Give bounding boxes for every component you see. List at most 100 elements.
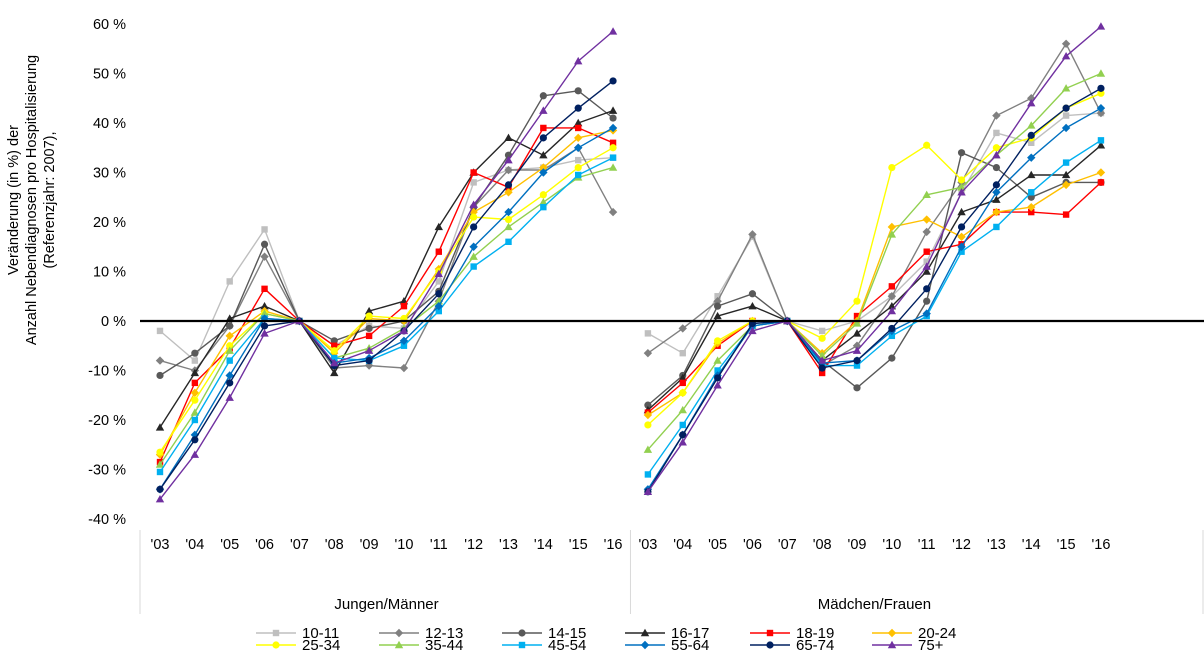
data-point (1096, 22, 1106, 30)
data-point (574, 163, 582, 172)
data-point (1027, 121, 1036, 129)
series-line (159, 147, 614, 372)
data-point (678, 438, 687, 446)
data-point (608, 123, 618, 133)
data-point (435, 290, 443, 298)
data-point (225, 371, 234, 380)
data-point (888, 332, 896, 340)
series-line (647, 107, 1102, 490)
data-point (643, 487, 653, 495)
data-point (852, 319, 862, 327)
data-point (1061, 170, 1071, 179)
data-point (817, 356, 827, 364)
data-point (434, 222, 443, 231)
data-point (469, 242, 478, 251)
data-point (679, 421, 686, 429)
legend-label: 65-74 (796, 637, 834, 652)
data-point (713, 311, 722, 320)
data-point (155, 423, 165, 431)
data-point (504, 155, 513, 164)
series-20-24 (155, 126, 1106, 459)
data-point (679, 349, 686, 357)
data-point (1097, 84, 1105, 92)
series-line (647, 151, 1101, 406)
data-point (957, 223, 966, 231)
data-point (1061, 123, 1071, 133)
x-tick-label: '05 (220, 537, 239, 553)
series-line (647, 25, 1102, 493)
series-line (647, 112, 1102, 354)
data-point (714, 374, 722, 382)
x-tick-label: '06 (255, 537, 274, 553)
data-point (818, 334, 826, 342)
data-point (1062, 211, 1070, 218)
legend: 10-11 12-13 14-15 16-17 18-19 20-24 25-34 35-44… (256, 625, 956, 652)
x-tick-label: '09 (360, 537, 379, 553)
data-point (644, 330, 652, 337)
y-axis-label-line-2: Anzahl Nebendiagnosen pro Hospitalisieru… (24, 55, 40, 345)
data-point (643, 348, 653, 358)
data-point (608, 27, 618, 35)
data-point (330, 368, 339, 377)
data-point (155, 356, 165, 365)
data-point (1097, 179, 1105, 186)
data-point (1096, 103, 1106, 113)
data-point (679, 389, 687, 397)
legend-item-10-11: 10-11 (256, 625, 339, 642)
series-line (647, 87, 1102, 493)
data-point (887, 628, 897, 638)
x-tick-label: '10 (394, 537, 413, 553)
data-point (679, 431, 687, 439)
x-tick-label: '03 (151, 537, 170, 553)
y-tick-label: 60 % (93, 17, 126, 33)
data-point (226, 379, 234, 387)
x-tick-label: '08 (813, 537, 832, 553)
series-line (159, 80, 614, 490)
data-point (155, 495, 165, 503)
data-point (957, 232, 966, 242)
data-point (435, 278, 442, 285)
data-point (887, 230, 897, 238)
x-tick-label: '05 (708, 537, 727, 553)
data-point (155, 460, 165, 468)
data-point (922, 227, 931, 237)
series-35-44 (155, 69, 1106, 468)
data-point (887, 640, 897, 649)
data-point (818, 327, 826, 335)
data-point (190, 368, 200, 377)
data-point (365, 332, 373, 340)
data-point (853, 297, 861, 305)
series-line (159, 147, 614, 453)
data-point (1027, 131, 1035, 139)
data-point (399, 363, 409, 373)
data-point (1061, 39, 1071, 48)
series-line (159, 157, 614, 362)
legend-label: 55-64 (671, 637, 709, 652)
data-point (156, 448, 164, 456)
data-point (225, 346, 234, 354)
x-tick-label: '11 (430, 537, 448, 553)
data-point (1097, 137, 1105, 144)
data-point (470, 263, 477, 270)
data-point (1061, 180, 1071, 190)
data-point (1027, 99, 1036, 107)
data-point (225, 393, 234, 401)
data-point (394, 628, 404, 638)
x-tick-label: '15 (1057, 537, 1076, 553)
legend-item-14-15: 14-15 (502, 625, 586, 642)
data-point (922, 190, 931, 198)
data-point (574, 56, 583, 65)
data-point (923, 258, 930, 265)
data-point (399, 326, 409, 335)
legend-item-20-24: 20-24 (872, 625, 956, 642)
data-point (575, 124, 582, 132)
data-point (609, 144, 617, 152)
data-point (853, 362, 861, 369)
x-tick-label: '13 (499, 537, 518, 553)
data-point (678, 373, 687, 382)
data-point (888, 163, 896, 172)
legend-label: 45-54 (548, 637, 586, 652)
series-line (647, 171, 1102, 416)
series-25-34 (156, 89, 1105, 456)
x-tick-label: '04 (185, 537, 204, 553)
